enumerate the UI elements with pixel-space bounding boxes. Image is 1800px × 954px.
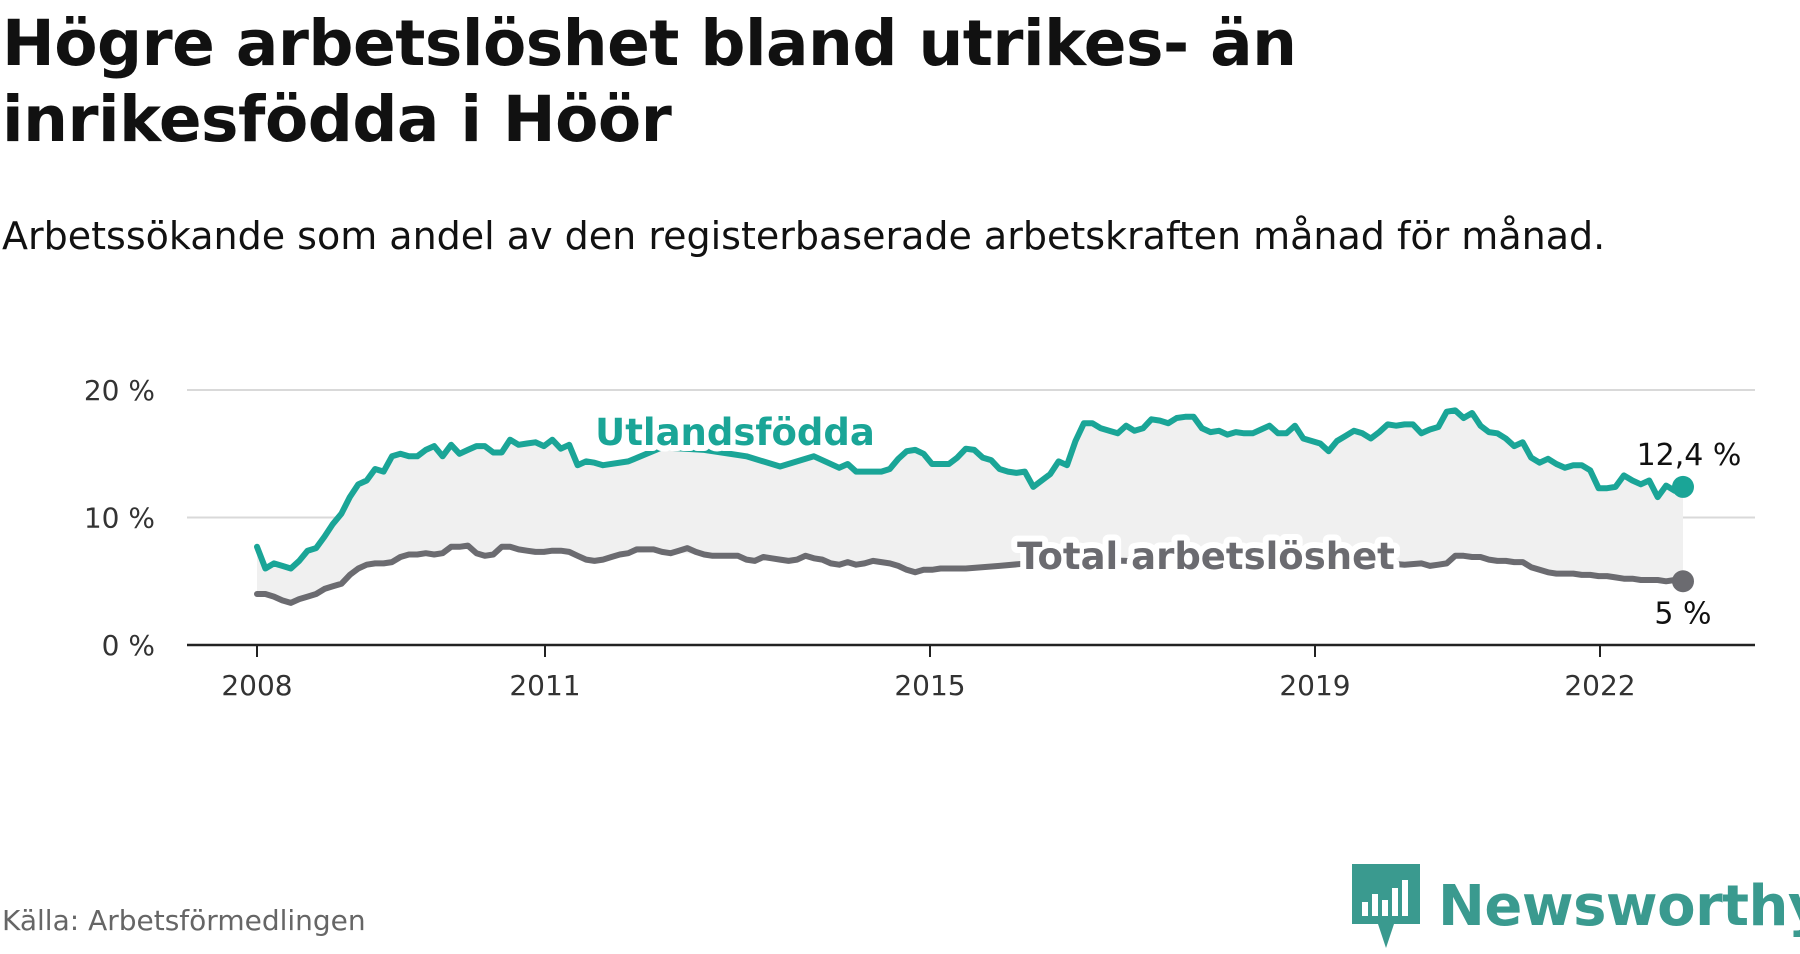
y-tick-label: 20 %: [84, 374, 155, 407]
line-chart: 0 % 10 % 20 % 2008 2011 2015 2019 2022 Utlandsf…: [84, 374, 1755, 702]
chart-subtitle: Arbetssökande som andel av den registerb…: [2, 214, 1606, 258]
x-tick-label: 2022: [1564, 669, 1635, 702]
x-tick-label: 2019: [1279, 669, 1350, 702]
chart-title: Högre arbetslöshet bland utrikes- än inr…: [2, 7, 1297, 156]
x-tick-label: 2015: [894, 669, 965, 702]
series-line-utlandsfodda: [254, 407, 1686, 572]
x-tick-label: 2011: [509, 669, 580, 702]
series-line-total: [254, 542, 1686, 606]
series-label-total: Total arbetslöshet: [1017, 535, 1395, 578]
newsworthy-logo-icon: [1352, 864, 1420, 948]
series-layer: [254, 407, 1694, 606]
series-label-total-halo: Total arbetslöshet: [1017, 535, 1395, 578]
series-label-utlandsfodda-halo: Utlandsfödda: [595, 411, 875, 454]
y-tick-label: 10 %: [84, 502, 155, 535]
end-point-utlandsfodda: [1672, 475, 1694, 498]
brand-name: Newsworthy: [1438, 873, 1800, 939]
x-tick-label: 2008: [221, 669, 292, 702]
y-tick-label: 0 %: [102, 629, 155, 662]
end-label-total: 5 %: [1654, 596, 1711, 631]
gap-band: [257, 410, 1683, 603]
brand-logo[interactable]: Newsworthy: [1348, 858, 1800, 954]
end-label-utlandsfodda: 12,4 %: [1637, 438, 1742, 473]
series-label-utlandsfodda: Utlandsfödda: [595, 411, 875, 454]
end-point-total: [1672, 570, 1694, 593]
source-note: Källa: Arbetsförmedlingen: [2, 904, 366, 937]
axes: 0 % 10 % 20 % 2008 2011 2015 2019 2022: [84, 374, 1755, 702]
